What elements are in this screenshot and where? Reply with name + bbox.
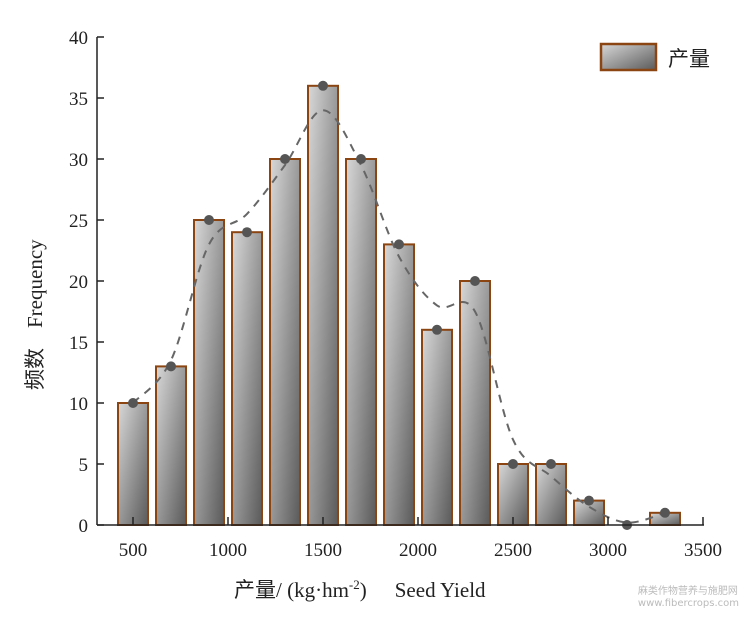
- legend: 产量: [599, 42, 710, 72]
- data-point: [204, 215, 214, 225]
- x-tick-label: 1500: [304, 540, 342, 561]
- data-point: [356, 154, 366, 164]
- bar: [383, 243, 415, 526]
- data-point: [660, 507, 670, 518]
- y-axis-label: 频数Frequency: [23, 239, 47, 390]
- bar: [193, 219, 225, 526]
- bar: [497, 463, 529, 526]
- data-point: [394, 239, 404, 250]
- fit-curve: [132, 109, 666, 524]
- watermark-line1: 麻类作物营养与施肥网: [637, 586, 738, 597]
- legend-label: 产量: [668, 47, 710, 71]
- x-tick-label: 2500: [494, 540, 532, 561]
- data-point: [280, 154, 290, 164]
- y-tick-label: 25: [69, 211, 88, 232]
- y-tick-label: 15: [69, 333, 88, 354]
- bar: [117, 402, 149, 526]
- y-tick-label: 20: [69, 272, 88, 293]
- data-point: [318, 80, 328, 91]
- x-tick-label: 500: [119, 540, 148, 561]
- data-point: [508, 459, 518, 469]
- data-point: [166, 361, 176, 372]
- data-point: [432, 324, 442, 335]
- data-point: [584, 495, 594, 506]
- bar: [535, 463, 567, 526]
- y-tick-label: 5: [79, 455, 89, 476]
- y-tick-label: 35: [69, 89, 88, 110]
- data-point: [546, 459, 556, 469]
- bar: [421, 328, 453, 526]
- x-tick-label: 1000: [209, 540, 247, 561]
- data-point: [128, 398, 138, 408]
- x-tick-label: 3500: [684, 540, 722, 561]
- data-point: [470, 276, 480, 286]
- x-tick-label: 3000: [589, 540, 627, 561]
- data-point: [242, 227, 252, 238]
- legend-swatch: [599, 42, 658, 72]
- watermark: 麻类作物营养与施肥网 www.fibercrops.com: [638, 586, 739, 610]
- y-tick-label: 30: [69, 150, 88, 171]
- bar: [459, 280, 491, 526]
- bar: [231, 231, 263, 526]
- x-tick-label: 2000: [399, 540, 437, 561]
- bar: [307, 84, 339, 527]
- y-tick-label: 40: [69, 28, 88, 49]
- bar: [269, 158, 301, 526]
- y-tick-label: 0: [79, 516, 89, 537]
- y-tick-label: 10: [69, 394, 88, 415]
- watermark-line2: www.fibercrops.com: [637, 598, 739, 609]
- bar: [155, 365, 187, 526]
- x-axis-label: 产量/ (kg·hm-2) Seed Yield: [234, 577, 486, 602]
- bar: [345, 158, 377, 526]
